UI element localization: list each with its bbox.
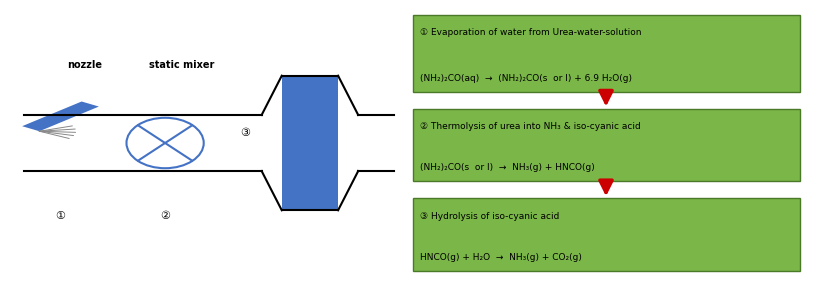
FancyBboxPatch shape xyxy=(413,109,800,181)
Text: (NH₂)₂CO(aq)  →  (NH₂)₂CO(s  or l) + 6.9 H₂O(g): (NH₂)₂CO(aq) → (NH₂)₂CO(s or l) + 6.9 H₂… xyxy=(420,74,632,83)
Text: (NH₂)₂CO(s  or l)  →  NH₃(g) + HNCO(g): (NH₂)₂CO(s or l) → NH₃(g) + HNCO(g) xyxy=(420,163,595,172)
Text: ②: ② xyxy=(160,211,170,221)
Text: ③ Hydrolysis of iso-cyanic acid: ③ Hydrolysis of iso-cyanic acid xyxy=(420,212,560,221)
Text: static mixer: static mixer xyxy=(149,60,214,70)
FancyBboxPatch shape xyxy=(413,198,800,271)
Text: ①: ① xyxy=(56,211,66,221)
Bar xyxy=(282,76,338,210)
FancyBboxPatch shape xyxy=(413,15,800,92)
Text: ③: ③ xyxy=(241,128,250,138)
Text: nozzle: nozzle xyxy=(67,60,102,70)
Text: ② Thermolysis of urea into NH₃ & iso-cyanic acid: ② Thermolysis of urea into NH₃ & iso-cya… xyxy=(420,122,641,131)
Text: HNCO(g) + H₂O  →  NH₃(g) + CO₂(g): HNCO(g) + H₂O → NH₃(g) + CO₂(g) xyxy=(420,253,582,262)
Polygon shape xyxy=(22,102,99,131)
Text: ① Evaporation of water from Urea-water-solution: ① Evaporation of water from Urea-water-s… xyxy=(420,28,642,37)
